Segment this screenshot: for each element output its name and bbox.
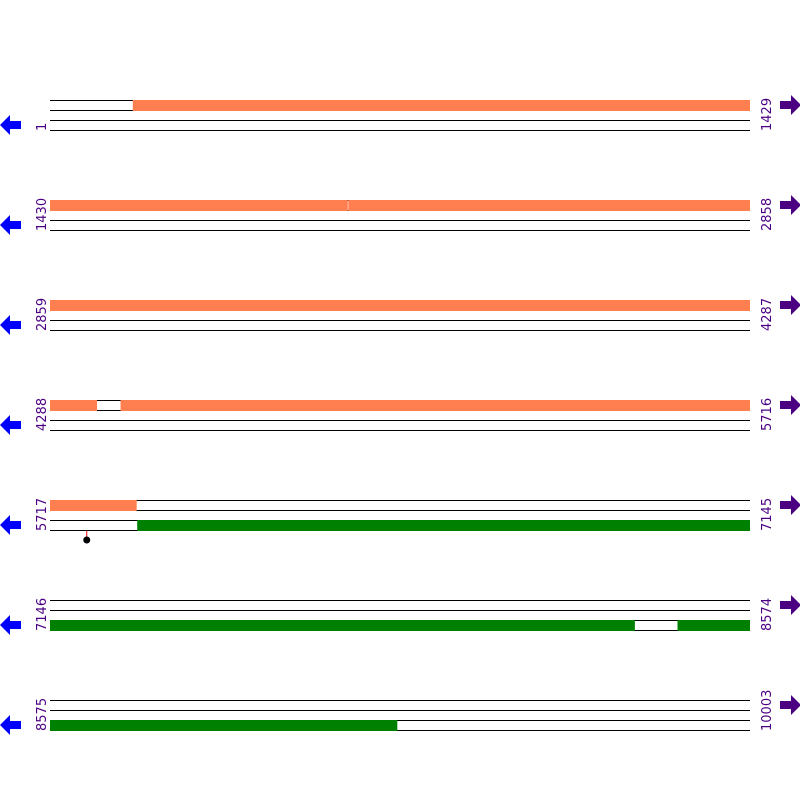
marker-dot [83,536,91,544]
row-end-label: 4287 [760,298,775,331]
feature-segment [50,400,98,411]
arrow-left-icon [0,515,21,535]
arrow-right-icon [780,395,800,415]
row-start-label: 1 [35,123,50,131]
feature-segment [50,200,348,211]
arrow-left-icon [0,315,21,335]
row-end-label: 10003 [760,690,775,731]
arrow-left-icon [0,615,21,635]
feature-segment [50,300,750,311]
arrow-right-icon [780,695,800,715]
feature-segment [137,520,750,531]
row-end-label: 1429 [760,98,775,131]
row-start-label: 7146 [35,598,50,631]
arrow-left-icon [0,215,21,235]
row-end-label: 2858 [760,198,775,231]
row-start-label: 8575 [35,698,50,731]
arrow-right-icon [780,95,800,115]
row-start-label: 2859 [35,298,50,331]
arrow-left-icon [0,715,21,735]
row-start-label: 4288 [35,398,50,431]
arrow-right-icon [780,495,800,515]
arrow-left-icon [0,415,21,435]
row-end-label: 5716 [760,398,775,431]
feature-segment [132,100,751,111]
row-start-label: 1430 [35,198,50,231]
arrow-left-icon [0,115,21,135]
feature-segment [50,620,635,631]
arrow-right-icon [780,595,800,615]
arrow-right-icon [780,295,800,315]
feature-segment [50,720,398,731]
row-start-label: 5717 [35,498,50,531]
row-end-label: 7145 [760,498,775,531]
feature-segment [348,200,750,211]
row-end-label: 8574 [760,598,775,631]
feature-segment [50,500,137,511]
feature-segment [677,620,750,631]
feature-segment [120,400,751,411]
arrow-right-icon [780,195,800,215]
